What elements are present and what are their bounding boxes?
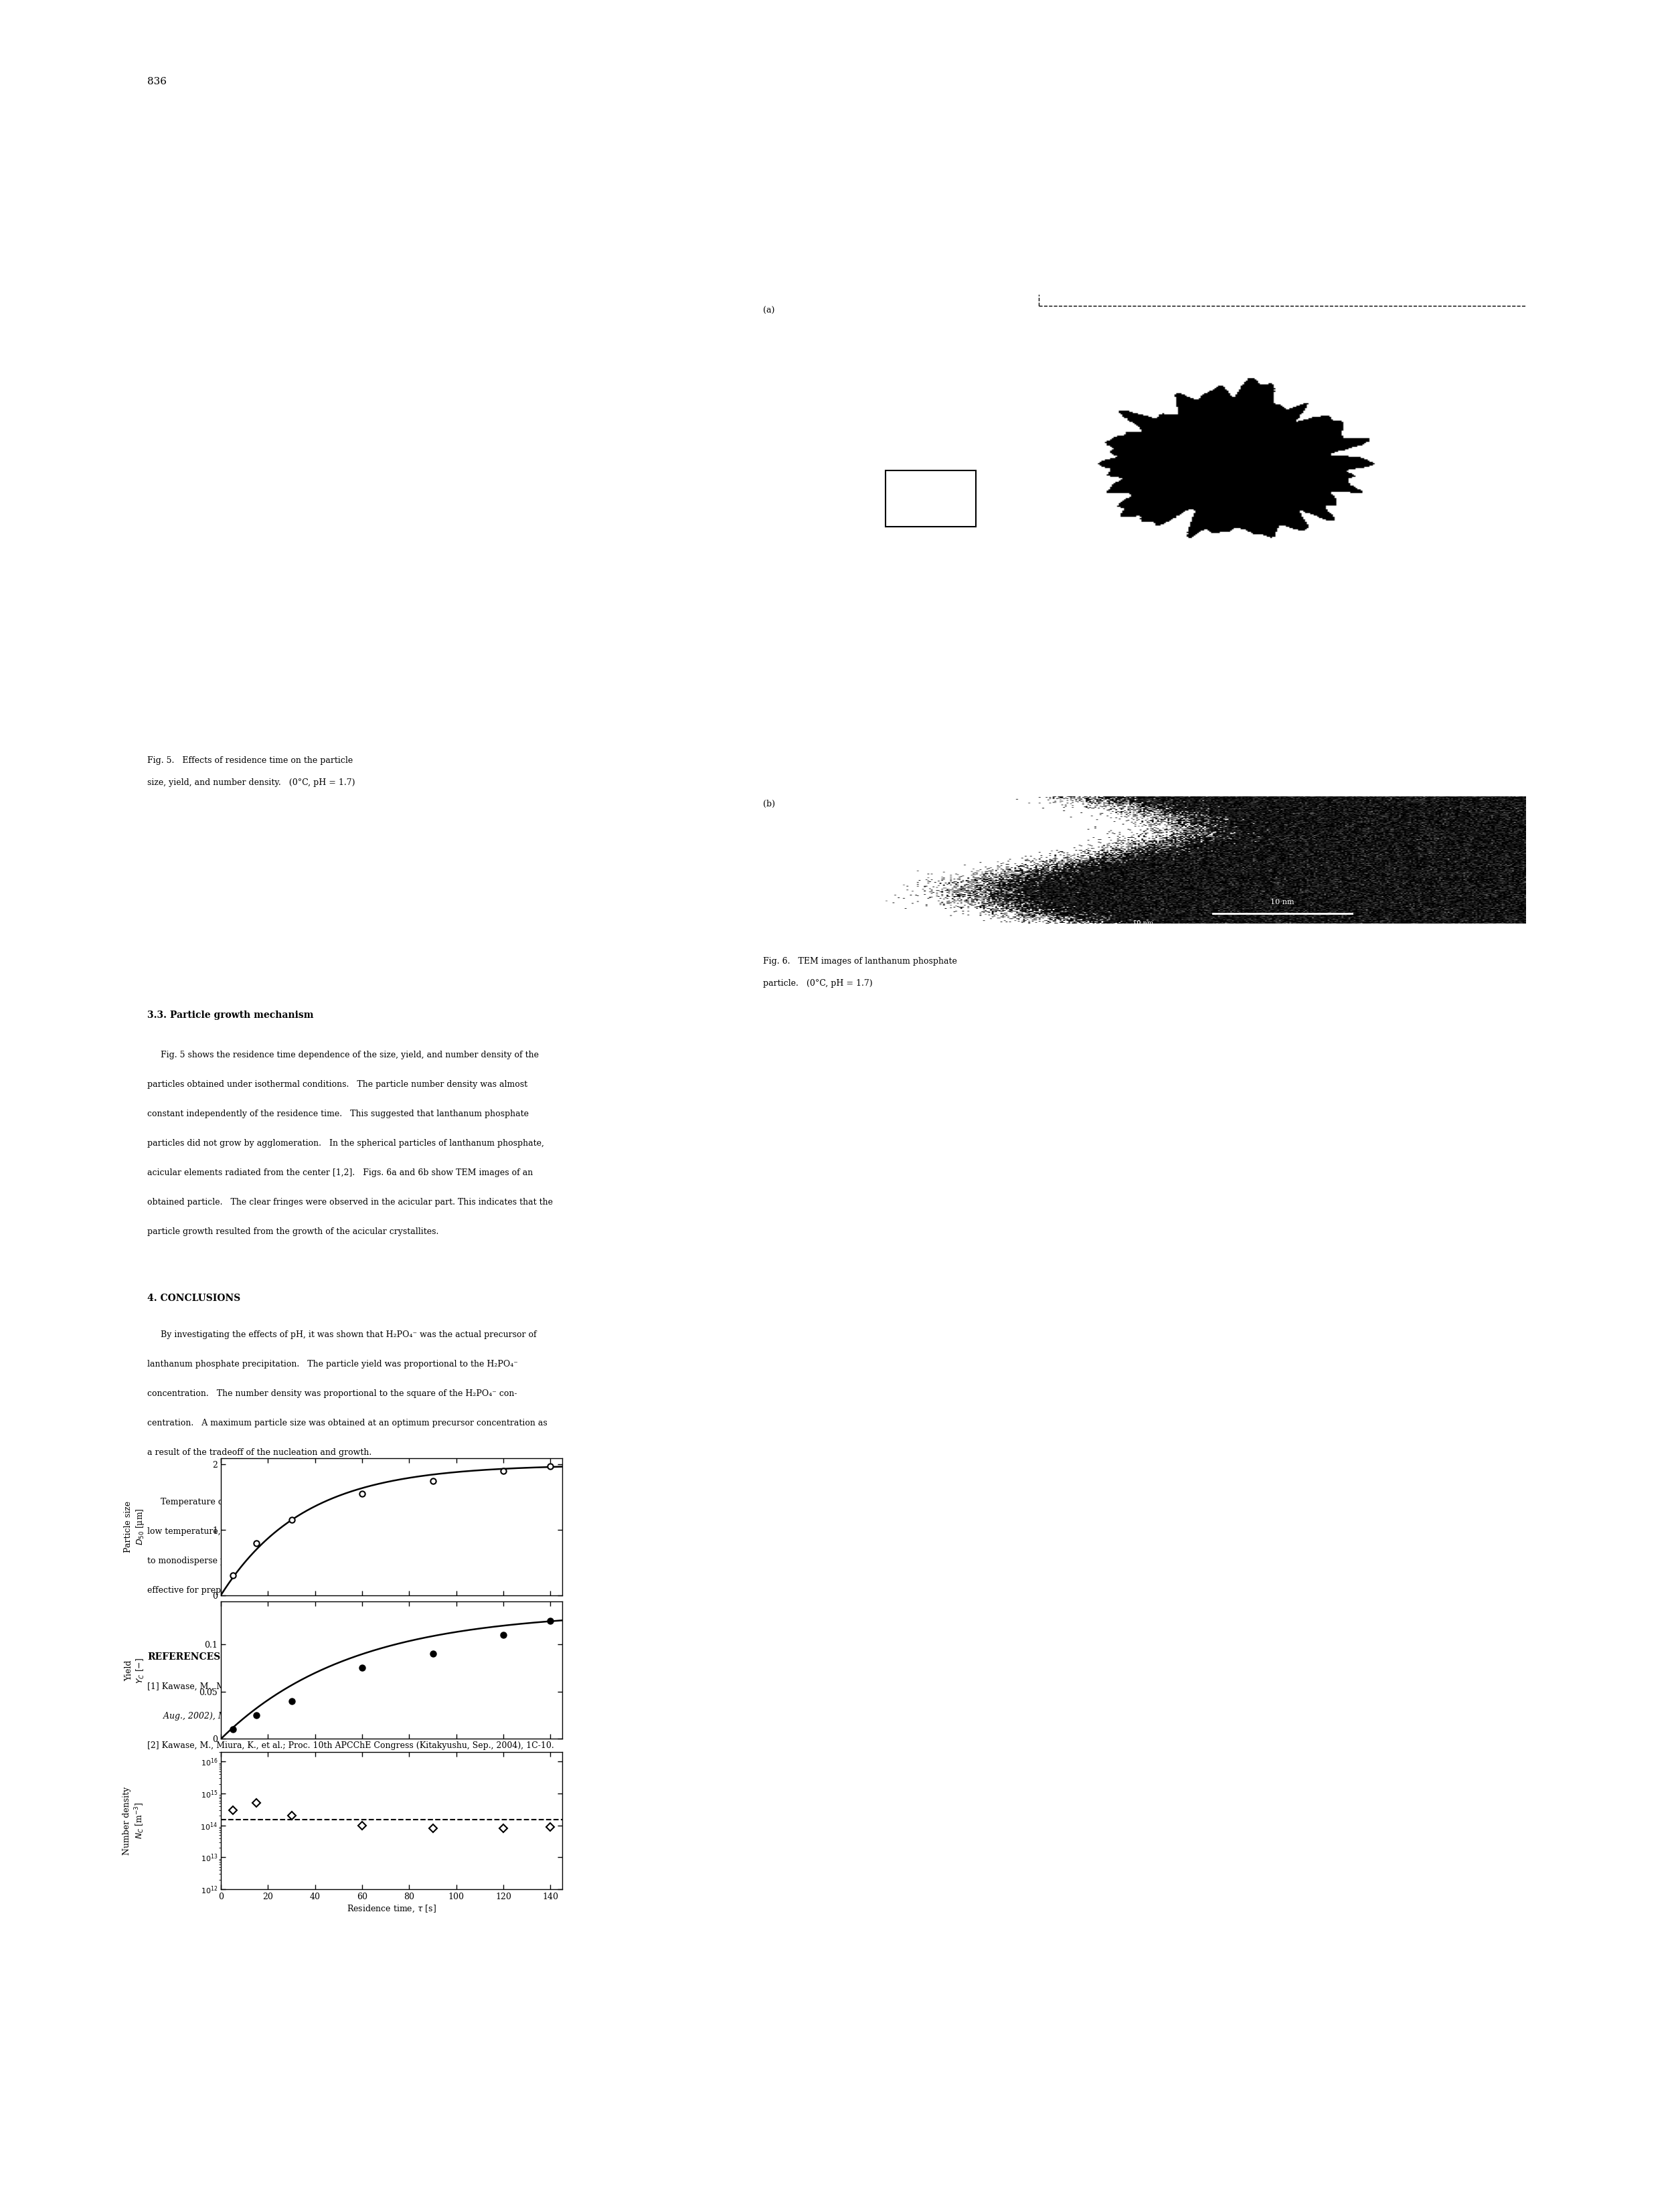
- Text: particles did not grow by agglomeration.   In the spherical particles of lanthan: particles did not grow by agglomeration.…: [148, 1139, 544, 1148]
- Y-axis label: Particle size
$D_{50}$ [μm]: Particle size $D_{50}$ [μm]: [124, 1500, 146, 1553]
- Text: particle growth resulted from the growth of the acicular crystallites.: particle growth resulted from the growth…: [148, 1227, 438, 1236]
- Text: Fig. 6.   TEM images of lanthanum phosphate: Fig. 6. TEM images of lanthanum phosphat…: [763, 958, 958, 967]
- Text: size, yield, and number density.   (0°C, pH = 1.7): size, yield, and number density. (0°C, p…: [148, 779, 354, 787]
- Text: 3.3. Particle growth mechanism: 3.3. Particle growth mechanism: [148, 1010, 314, 1019]
- Text: Aug., 2002), MS#0168.: Aug., 2002), MS#0168.: [148, 1712, 264, 1721]
- Text: 10 nm: 10 nm: [1132, 921, 1154, 925]
- Text: centration.   A maximum particle size was obtained at an optimum precursor conce: centration. A maximum particle size was …: [148, 1419, 548, 1428]
- Text: constant independently of the residence time.   This suggested that lanthanum ph: constant independently of the residence …: [148, 1109, 529, 1118]
- Y-axis label: Number density
$N_C$ [m$^{-3}$]: Number density $N_C$ [m$^{-3}$]: [123, 1787, 146, 1855]
- Text: particles obtained under isothermal conditions.   The particle number density wa: particles obtained under isothermal cond…: [148, 1080, 528, 1089]
- Text: Fig. 5 shows the residence time dependence of the size, yield, and number densit: Fig. 5 shows the residence time dependen…: [148, 1050, 539, 1059]
- Text: to monodisperse particle growth.   Separation of the stages of nucleation and gr: to monodisperse particle growth. Separat…: [148, 1557, 529, 1566]
- Text: By investigating the effects of pH, it was shown that H₂PO₄⁻ was the actual prec: By investigating the effects of pH, it w…: [148, 1330, 536, 1338]
- Text: (a): (a): [763, 306, 774, 315]
- Text: 20 nm: 20 nm: [1268, 702, 1295, 711]
- Text: REFERENCES: REFERENCES: [148, 1653, 220, 1662]
- Text: th: th: [437, 1677, 444, 1684]
- Text: [2] Kawase, M., Miura, K., et al.; Proc. 10th APCChE Congress (Kitakyushu, Sep.,: [2] Kawase, M., Miura, K., et al.; Proc.…: [148, 1741, 554, 1750]
- Text: concentration.   The number density was proportional to the square of the H₂PO₄⁻: concentration. The number density was pr…: [148, 1389, 517, 1397]
- Text: Temperature determined the competition between the nucleation and particle growt: Temperature determined the competition b…: [148, 1498, 541, 1507]
- Text: lanthanum phosphate precipitation.   The particle yield was proportional to the : lanthanum phosphate precipitation. The p…: [148, 1360, 517, 1369]
- Text: 4. CONCLUSIONS: 4. CONCLUSIONS: [148, 1293, 240, 1303]
- Y-axis label: Yield
$Y_C$ [−]: Yield $Y_C$ [−]: [124, 1658, 146, 1684]
- Text: a result of the tradeoff of the nucleation and growth.: a result of the tradeoff of the nucleati…: [148, 1448, 371, 1457]
- Text: [1] Kawase, M., Masuda, T., Nakanishi, A., Kijima, N., Miura, K.; Proc. 17: [1] Kawase, M., Masuda, T., Nakanishi, A…: [148, 1682, 457, 1691]
- Text: effective for preparing the monodisperse particles.: effective for preparing the monodisperse…: [148, 1586, 365, 1594]
- Text: (b): (b): [763, 800, 774, 809]
- Text: Fig. 5.   Effects of residence time on the particle: Fig. 5. Effects of residence time on the…: [148, 757, 353, 765]
- X-axis label: Residence time, $\tau$ [s]: Residence time, $\tau$ [s]: [346, 1905, 437, 1914]
- Text: low temperature, only nucleation took place.   This allowed uniform particle gro: low temperature, only nucleation took pl…: [148, 1527, 541, 1535]
- Text: acicular elements radiated from the center [1,2].   Figs. 6a and 6b show TEM ima: acicular elements radiated from the cent…: [148, 1168, 533, 1177]
- Text: obtained particle.   The clear fringes were observed in the acicular part. This : obtained particle. The clear fringes wer…: [148, 1198, 553, 1207]
- Text: 836: 836: [148, 77, 166, 85]
- Text: particle.   (0°C, pH = 1.7): particle. (0°C, pH = 1.7): [763, 980, 872, 989]
- Bar: [885, 470, 976, 527]
- Text: 10 nm: 10 nm: [1270, 899, 1294, 905]
- Text: ISCRE (Hong Kong,: ISCRE (Hong Kong,: [454, 1682, 541, 1691]
